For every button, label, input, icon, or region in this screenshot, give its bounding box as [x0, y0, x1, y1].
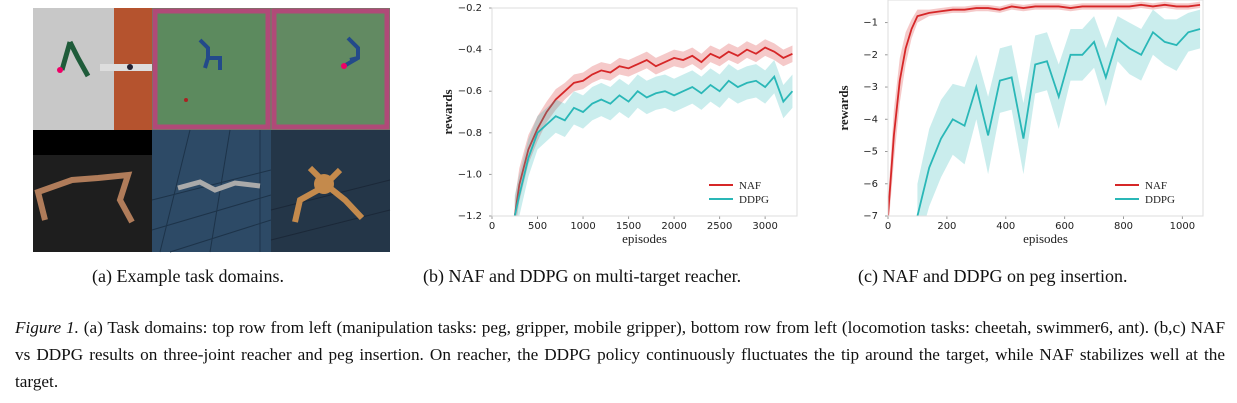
y-tick-label: −0.6 — [458, 86, 482, 97]
plot-frame — [491, 7, 798, 217]
subcaption: (a) Example task domains. — [92, 266, 284, 286]
plot-frame — [887, 0, 1204, 217]
x-tick-label: 600 — [1055, 221, 1074, 232]
y-tick-label: −6 — [863, 179, 878, 190]
subcaption: (b) NAF and DDPG on multi-target reacher… — [423, 266, 742, 286]
charts: −1.2−1.0−0.8−0.6−0.4−0.20 500 1000 1500 2000… — [440, 0, 1204, 246]
x-tick-label: 1500 — [616, 221, 641, 232]
y-tick-label: −5 — [863, 147, 878, 158]
y-axis-label: rewards — [440, 89, 455, 134]
x-tick-label: 1000 — [570, 221, 595, 232]
x-tick-label: 0 — [885, 221, 891, 232]
y-tick-label: −0.2 — [458, 3, 482, 14]
series-line — [916, 28, 1201, 216]
subcaption: (c) NAF and DDPG on peg insertion. — [858, 266, 1128, 286]
figure-caption: Figure 1. (a) Task domains: top row from… — [15, 314, 1225, 395]
series-line — [513, 74, 794, 216]
x-tick-label: 500 — [528, 221, 547, 232]
y-tick-label: −1.2 — [458, 211, 482, 222]
task-domain-image — [33, 8, 391, 253]
x-axis-label: episodes — [622, 231, 667, 246]
x-tick-label: 3000 — [752, 221, 777, 232]
legend-box — [1109, 174, 1197, 210]
series-line — [888, 3, 1201, 216]
legend-label: NAF — [739, 180, 761, 192]
caption-label: Figure 1. — [15, 318, 79, 337]
plot — [888, 1, 1201, 216]
legend-label: DDPG — [1145, 194, 1175, 206]
y-axis-label: rewards — [836, 85, 851, 130]
error-band — [917, 9, 1201, 216]
x-tick-label: 2500 — [707, 221, 732, 232]
legend-label: DDPG — [739, 194, 769, 206]
x-tick-label: 0 — [489, 221, 495, 232]
x-tick-label: 2000 — [661, 221, 686, 232]
y-tick-label: −7 — [863, 211, 878, 222]
series-line — [513, 46, 793, 216]
error-band — [514, 39, 793, 216]
x-axis-label: episodes — [1023, 231, 1068, 246]
y-tick-label: −3 — [863, 82, 878, 93]
y-tick-label: −0.4 — [458, 45, 482, 56]
legend-box — [703, 174, 791, 210]
y-tick-label: −4 — [863, 114, 878, 125]
legend-label: NAF — [1145, 180, 1167, 192]
plot — [513, 39, 794, 216]
y-tick-label: −2 — [863, 50, 878, 61]
y-tick-label: −1.0 — [458, 169, 482, 180]
x-tick-label: 800 — [1114, 221, 1133, 232]
y-tick-label: −0.8 — [458, 128, 482, 139]
caption-text: (a) Task domains: top row from left (man… — [15, 318, 1226, 391]
x-tick-label: 200 — [937, 221, 956, 232]
error-band — [514, 60, 793, 216]
x-tick-label: 1000 — [1170, 221, 1195, 232]
y-tick-label: −1 — [863, 18, 878, 29]
x-tick-label: 400 — [996, 221, 1015, 232]
